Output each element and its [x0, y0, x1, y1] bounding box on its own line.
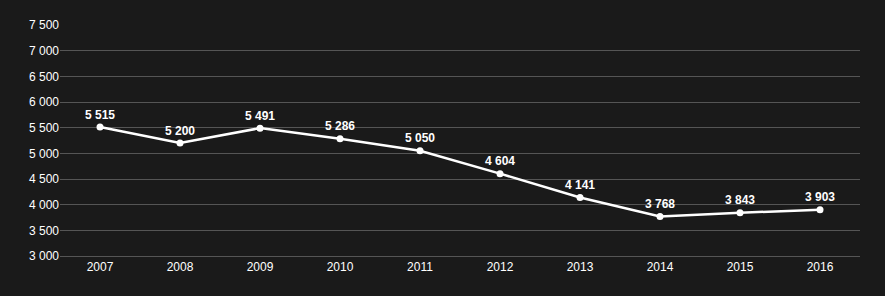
svg-text:2013: 2013	[567, 260, 594, 274]
svg-text:5 200: 5 200	[165, 124, 195, 138]
svg-text:2009: 2009	[247, 260, 274, 274]
svg-text:6 500: 6 500	[29, 70, 59, 84]
svg-text:2014: 2014	[647, 260, 674, 274]
svg-text:2007: 2007	[87, 260, 114, 274]
svg-text:5 050: 5 050	[405, 131, 435, 145]
svg-text:2015: 2015	[727, 260, 754, 274]
svg-text:2010: 2010	[327, 260, 354, 274]
svg-text:4 604: 4 604	[485, 154, 515, 168]
svg-text:3 500: 3 500	[29, 224, 59, 238]
svg-text:2016: 2016	[807, 260, 834, 274]
svg-text:4 141: 4 141	[565, 178, 595, 192]
svg-text:3 000: 3 000	[29, 249, 59, 263]
svg-text:2008: 2008	[167, 260, 194, 274]
svg-text:5 491: 5 491	[245, 109, 275, 123]
svg-text:3 768: 3 768	[645, 197, 675, 211]
svg-text:3 903: 3 903	[805, 190, 835, 204]
svg-text:5 286: 5 286	[325, 119, 355, 133]
svg-text:2012: 2012	[487, 260, 514, 274]
svg-text:5 500: 5 500	[29, 121, 59, 135]
svg-text:5 000: 5 000	[29, 147, 59, 161]
svg-text:5 515: 5 515	[85, 108, 115, 122]
svg-text:7 500: 7 500	[29, 18, 59, 32]
svg-text:2011: 2011	[407, 260, 433, 274]
svg-text:6 000: 6 000	[29, 95, 59, 109]
svg-text:3 843: 3 843	[725, 193, 755, 207]
svg-text:7 000: 7 000	[29, 44, 59, 58]
svg-text:4 500: 4 500	[29, 172, 59, 186]
svg-text:4 000: 4 000	[29, 198, 59, 212]
